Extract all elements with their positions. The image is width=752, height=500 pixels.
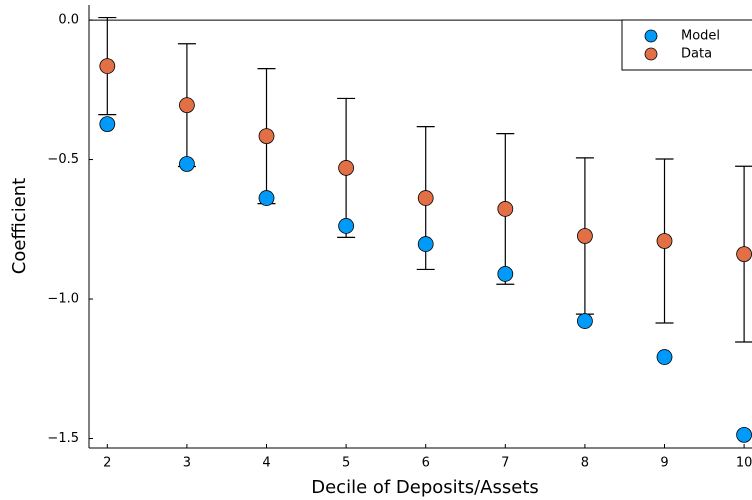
point: [417, 236, 434, 252]
point: [258, 128, 275, 145]
y-tick-label: 0.0: [58, 13, 79, 28]
x-tick-label: 8: [581, 456, 589, 471]
point: [179, 97, 195, 114]
x-tick-label: 3: [183, 456, 191, 471]
legend-box: [621, 19, 752, 71]
point: [736, 246, 752, 263]
legend-marker: [644, 29, 658, 43]
x-tick-label: 6: [422, 456, 430, 471]
y-tick-label: −1.5: [47, 431, 79, 446]
x-tick-label: 2: [103, 456, 111, 471]
x-tick-label: 9: [660, 456, 668, 471]
y-tick-label: −0.5: [47, 152, 79, 167]
point: [656, 233, 673, 249]
x-tick-label: 4: [262, 456, 270, 471]
point: [497, 201, 514, 217]
point: [258, 190, 275, 206]
point: [577, 228, 593, 244]
y-axis-title: Coefficient: [9, 178, 30, 275]
x-tick-label: 10: [736, 456, 752, 471]
legend-marker: [644, 47, 658, 61]
point: [179, 156, 195, 172]
x-tick-label: 5: [342, 456, 350, 471]
point: [99, 58, 116, 74]
point: [497, 266, 514, 282]
legend-label: Model: [681, 29, 720, 44]
point: [99, 116, 116, 133]
point: [736, 426, 752, 443]
point: [417, 190, 434, 206]
x-axis-title: Decile of Deposits/Assets: [311, 477, 539, 498]
point: [577, 313, 593, 329]
point: [338, 160, 355, 176]
legend-label: Data: [681, 47, 712, 62]
y-tick-label: −1.0: [47, 292, 79, 307]
point: [656, 349, 673, 365]
x-tick-label: 7: [501, 456, 509, 471]
point: [338, 218, 355, 234]
